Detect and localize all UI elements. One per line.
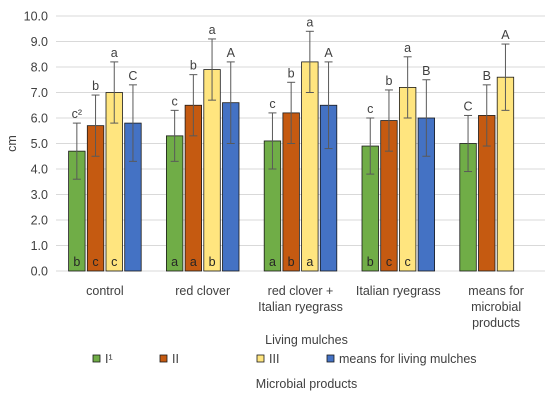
legend-swatch <box>256 354 265 363</box>
y-tick-label: 0.0 <box>31 265 48 279</box>
bar-inner-label: b <box>209 255 216 269</box>
bar-inner-label: b <box>288 255 295 269</box>
bar-inner-label: a <box>306 255 313 269</box>
bar-inner-label: c <box>92 255 98 269</box>
x-category-label: Italian ryegrass <box>356 284 441 298</box>
x-category-label: red clover + Italian ryegrass <box>258 284 343 314</box>
y-axis-ticks: 0.0 1.0 2.0 3.0 4.0 5.0 6.0 7.0 8.0 9.0 10.0 <box>24 10 48 279</box>
significance-label: B <box>483 69 491 83</box>
significance-label: A <box>324 46 333 60</box>
significance-label: b <box>385 74 392 88</box>
significance-label: C <box>464 99 473 113</box>
x-category-label: means for microbial products <box>468 284 524 330</box>
y-tick-label: 1.0 <box>31 239 48 253</box>
y-tick-label: 7.0 <box>31 86 48 100</box>
x-category-line: red clover <box>175 284 230 298</box>
legend: I¹ II III means for living mulches <box>92 352 477 366</box>
x-axis-categories: control red clover red clover + Italian rye… <box>86 284 524 330</box>
significance-label: A <box>501 28 510 42</box>
significance-label: C <box>128 69 137 83</box>
legend-title: Microbial products <box>256 377 357 391</box>
bar-inner-label: c <box>405 255 411 269</box>
y-tick-label: 3.0 <box>31 188 48 202</box>
significance-label: a <box>306 15 313 29</box>
legend-swatch <box>159 354 168 363</box>
x-category-line: microbial <box>471 300 521 314</box>
bar-inner-label: a <box>171 255 178 269</box>
significance-label: b <box>190 59 197 73</box>
significance-label: a <box>404 41 411 55</box>
x-category-label: red clover <box>175 284 230 298</box>
legend-swatch <box>92 354 101 363</box>
y-tick-label: 6.0 <box>31 112 48 126</box>
bar-inner-label: c <box>111 255 117 269</box>
x-axis-title: Living mulches <box>265 333 348 347</box>
significance-label: c <box>172 94 178 108</box>
significance-label: c² <box>72 107 82 121</box>
significance-label: A <box>227 46 236 60</box>
bar-inner-label: c <box>386 255 392 269</box>
x-category-line: red clover + <box>268 284 334 298</box>
y-tick-label: 9.0 <box>31 35 48 49</box>
bar-inner-label: a <box>190 255 197 269</box>
error-bars <box>72 30 510 180</box>
legend-swatch <box>326 354 335 363</box>
x-category-line: control <box>86 284 124 298</box>
x-category-line: Italian ryegrass <box>258 300 343 314</box>
bar-inner-label: a <box>269 255 276 269</box>
y-tick-label: 5.0 <box>31 137 48 151</box>
y-tick-label: 4.0 <box>31 163 48 177</box>
bar-inner-label: b <box>73 255 80 269</box>
bar-inner-label: b <box>367 255 374 269</box>
x-category-line: products <box>472 316 520 330</box>
significance-label: a <box>111 46 118 60</box>
legend-label: I¹ <box>105 352 113 366</box>
y-tick-label: 8.0 <box>31 61 48 75</box>
legend-label: means for living mulches <box>339 352 477 366</box>
significance-label: b <box>288 66 295 80</box>
bars <box>68 61 515 272</box>
significance-label: c <box>367 102 373 116</box>
legend-label: III <box>269 352 279 366</box>
y-tick-label: 2.0 <box>31 214 48 228</box>
legend-label: II <box>172 352 179 366</box>
significance-label: B <box>422 64 430 78</box>
x-category-label: control <box>86 284 124 298</box>
x-category-line: Italian ryegrass <box>356 284 441 298</box>
y-tick-label: 10.0 <box>24 10 48 24</box>
significance-label: c <box>269 97 275 111</box>
significance-label: a <box>209 23 216 37</box>
bar <box>301 61 319 272</box>
y-axis-title: cm <box>5 135 19 152</box>
significance-label: b <box>92 79 99 93</box>
x-category-line: means for <box>468 284 524 298</box>
